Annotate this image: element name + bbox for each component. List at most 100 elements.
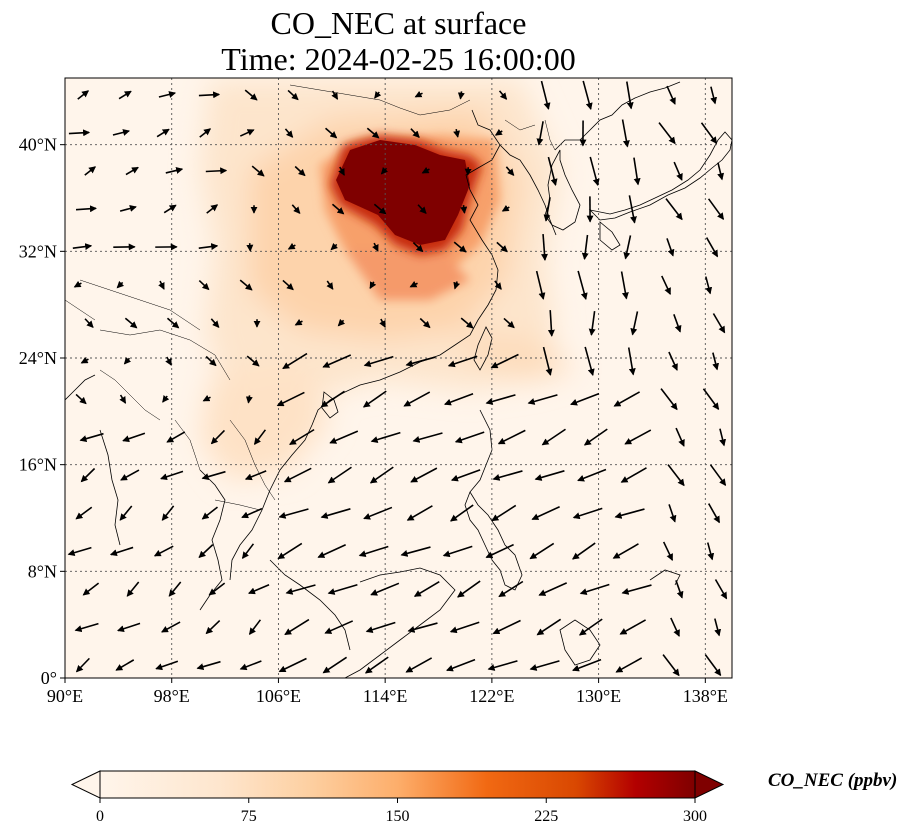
wind-arrow [589, 156, 600, 187]
wind-arrow [490, 353, 519, 369]
colorbar-tick-label: 75 [241, 808, 257, 825]
wind-arrow [284, 618, 310, 636]
co-hotspot [336, 140, 470, 245]
wind-arrow [196, 660, 221, 671]
wind-arrow [322, 354, 352, 368]
wind-arrow [198, 544, 214, 559]
colorbar-extend-max [694, 770, 725, 799]
wind-arrow [454, 431, 485, 444]
wind-arrow [74, 622, 99, 633]
map-frame [64, 77, 733, 679]
wind-arrow [119, 505, 133, 521]
wind-arrow [112, 129, 131, 136]
wind-arrow [538, 582, 568, 596]
wind-arrow [289, 428, 315, 446]
wind-arrow [450, 504, 474, 522]
wind-arrow [205, 167, 228, 175]
wind-arrow [320, 390, 345, 408]
wind-arrow [583, 428, 608, 446]
wind-arrow [582, 80, 593, 111]
wind-arrow [324, 620, 354, 634]
wind-arrow [327, 583, 358, 595]
wind-arrow [540, 80, 551, 110]
wind-arrow [613, 391, 640, 407]
wind-arrow [453, 241, 467, 253]
wind-arrow [705, 276, 713, 295]
wind-arrow [531, 505, 560, 521]
wind-arrow [612, 543, 639, 559]
wind-arrow [457, 91, 465, 100]
wind-arrow [282, 352, 308, 370]
lat-tick-label: 24°N [19, 348, 57, 368]
wind-arrow [369, 281, 377, 290]
wind-arrow [158, 280, 165, 290]
colorbar-gradient [100, 771, 695, 798]
wind-arrow [366, 127, 380, 139]
wind-arrow [667, 464, 685, 487]
wind-arrow [166, 317, 180, 329]
wind-arrow [503, 317, 515, 329]
wind-arrow [712, 352, 720, 371]
wind-arrow [449, 621, 480, 634]
lat-tick-label: 32°N [19, 241, 57, 261]
wind-arrow [406, 505, 433, 521]
wind-arrow [199, 128, 212, 138]
wind-arrow [714, 618, 722, 637]
wind-arrow [206, 204, 219, 214]
wind-arrow [330, 242, 339, 251]
wind-arrow [579, 583, 610, 596]
wind-arrow [248, 584, 270, 595]
wind-arrow [621, 584, 652, 595]
wind-arrow [570, 392, 600, 406]
wind-arrow [116, 280, 125, 289]
wind-arrow [198, 243, 219, 251]
wind-arrow [283, 467, 312, 483]
wind-arrow [534, 470, 565, 481]
wind-arrow [658, 122, 676, 145]
wind-arrow [165, 167, 184, 174]
wind-arrow [700, 122, 718, 145]
wind-arrow [494, 280, 502, 290]
wind-arrow [331, 90, 339, 100]
wind-arrow [276, 391, 305, 407]
wind-arrow [80, 356, 89, 364]
wind-arrow [497, 429, 526, 445]
wind-arrow [126, 581, 140, 597]
wind-arrow [673, 314, 682, 333]
wind-arrow [373, 203, 387, 215]
wind-arrow [239, 129, 255, 137]
wind-arrow [277, 542, 303, 560]
chart-title: CO_NEC at surface [270, 5, 527, 41]
wind-arrow [460, 205, 468, 214]
wind-arrow [337, 318, 346, 327]
wind-arrow [239, 279, 253, 291]
wind-arrow [403, 391, 431, 407]
wind-arrow [246, 243, 254, 252]
wind-arrow [577, 270, 588, 301]
wind-arrow [77, 90, 90, 100]
wind-arrow [572, 507, 603, 520]
wind-arrow [541, 428, 566, 446]
wind-arrow [623, 235, 632, 260]
wind-arrow [244, 89, 258, 101]
wind-arrow [536, 121, 544, 146]
wind-arrow [705, 237, 719, 258]
wind-arrow [327, 466, 352, 484]
wind-arrow [578, 618, 603, 636]
wind-arrow [624, 429, 652, 445]
wind-arrow [405, 657, 433, 673]
lat-tick-label: 0° [41, 668, 57, 688]
wind-arrow [372, 242, 379, 252]
wind-arrow [453, 128, 461, 138]
wind-arrow [707, 198, 725, 220]
wind-arrow [109, 546, 134, 557]
wind-arrow [125, 166, 139, 176]
wind-arrow [542, 346, 553, 376]
wind-arrow [241, 543, 255, 559]
wind-arrow [325, 127, 338, 139]
wind-arrow [241, 507, 263, 519]
wind-arrow [460, 317, 474, 329]
wind-arrow [707, 503, 721, 524]
wind-arrow [156, 128, 170, 138]
wind-arrow [364, 656, 389, 674]
